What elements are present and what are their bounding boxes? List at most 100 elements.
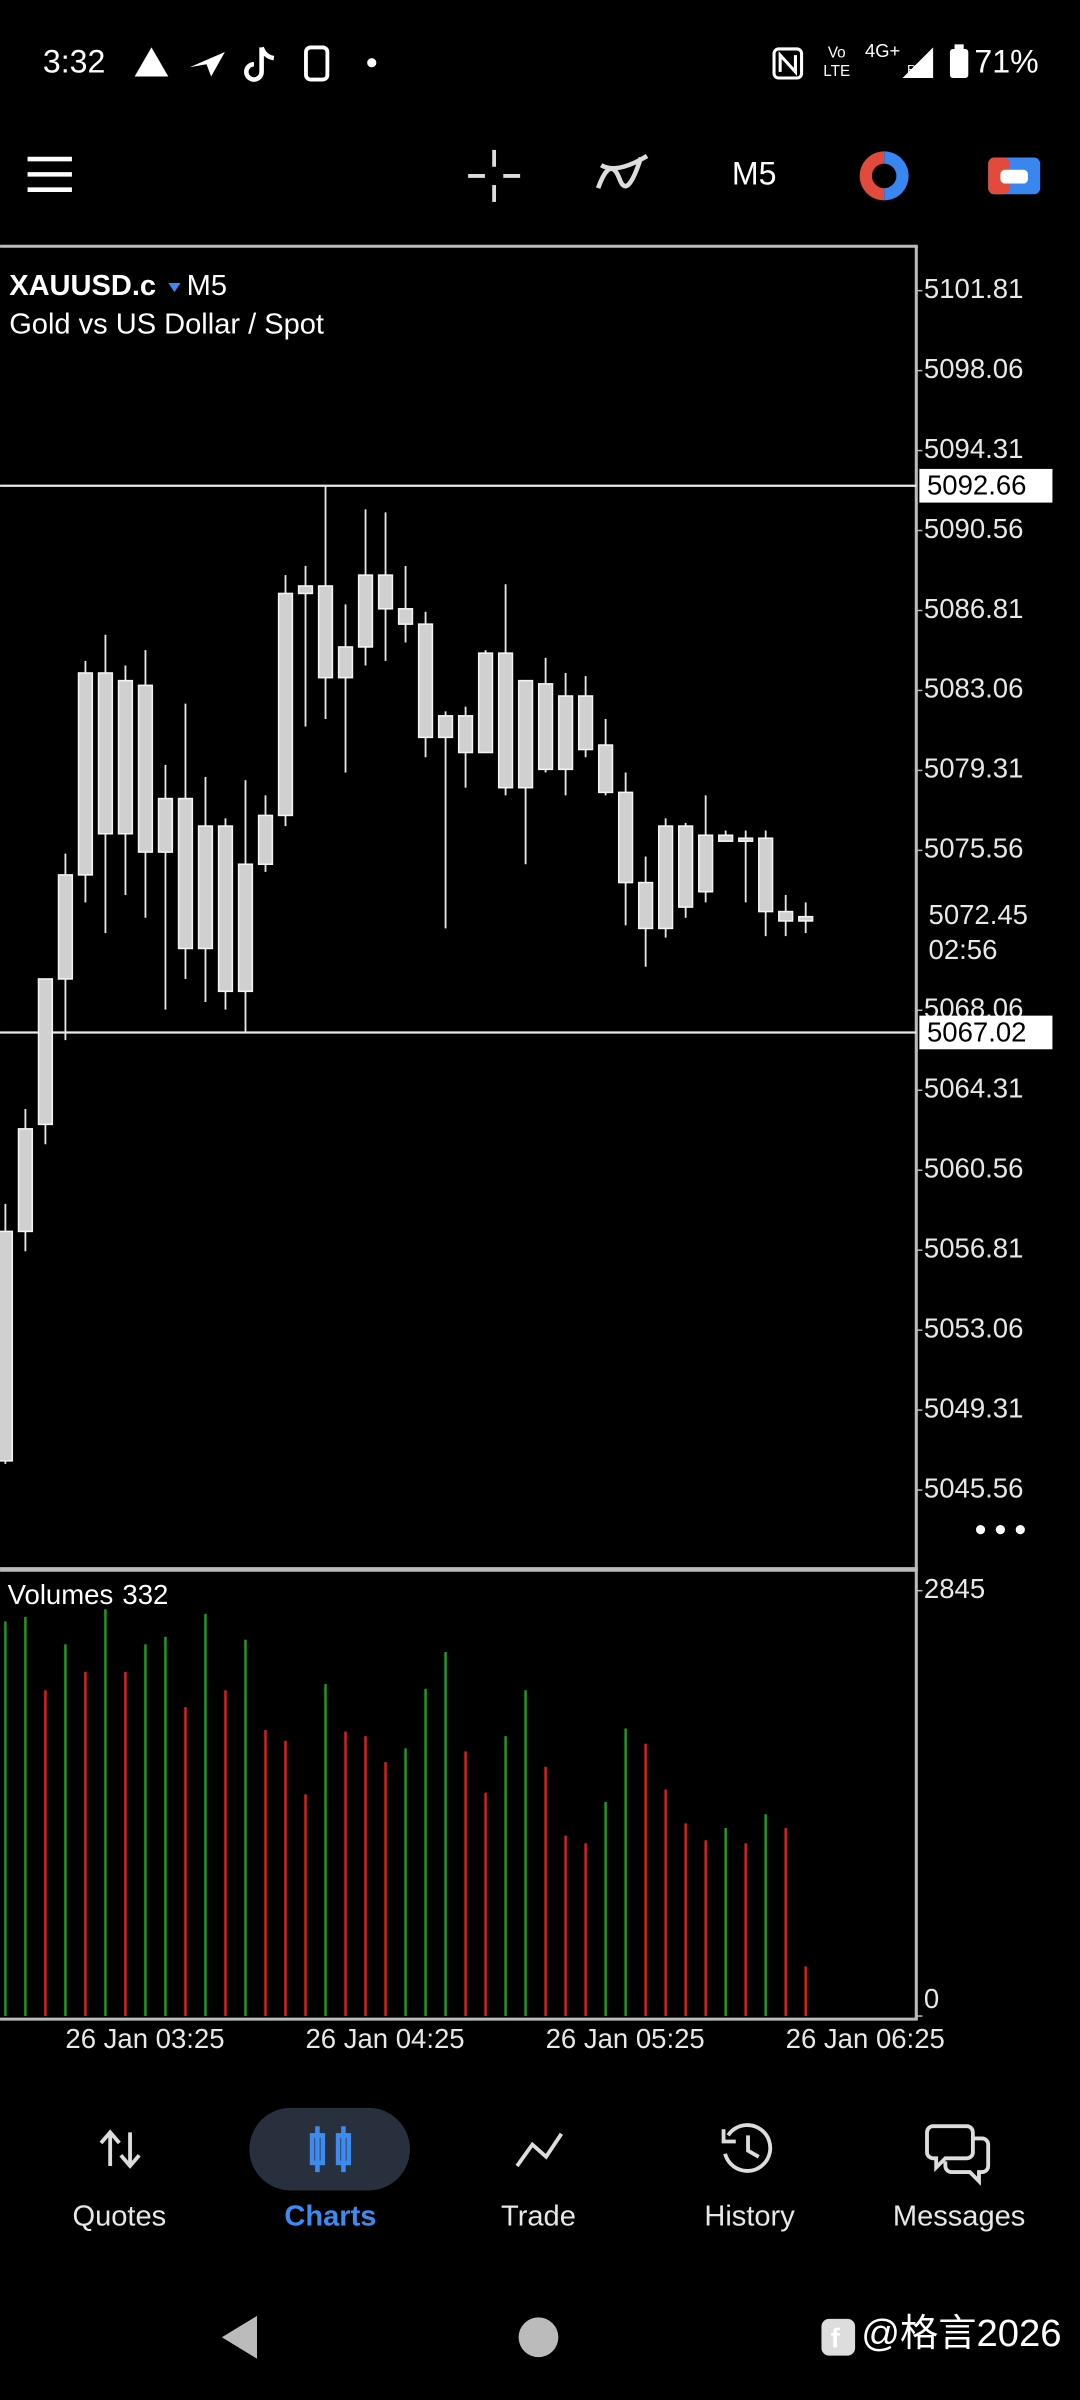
trade-button[interactable] xyxy=(859,151,909,201)
candle-body xyxy=(557,695,574,771)
plot: 5101.81 5098.06 5094.31 5090.56 5086.81 5083.… xyxy=(0,273,1053,2054)
candle-body xyxy=(257,814,274,865)
candle-body xyxy=(157,797,174,853)
candle-body xyxy=(217,825,234,993)
volte-bottom: LTE xyxy=(823,63,850,80)
symbol-description: Gold vs US Dollar / Spot xyxy=(9,308,324,340)
price-label-box xyxy=(919,1015,1053,1050)
candle-body xyxy=(197,825,214,950)
watermark-logo-letter: f xyxy=(831,2323,841,2354)
signal-icon xyxy=(902,47,934,79)
nav-item[interactable]: Messages xyxy=(893,2201,1025,2233)
bottom-nav: Quotes Charts Trade History Messages xyxy=(73,2201,1026,2233)
icon-path xyxy=(99,2129,141,2169)
active-pill xyxy=(249,2107,410,2191)
crosshair-button[interactable] xyxy=(468,149,521,202)
candle-body xyxy=(397,608,414,625)
more-button[interactable] xyxy=(975,1525,1025,1535)
y-tick-label: 5056.81 xyxy=(924,1232,1023,1263)
candle-body xyxy=(477,652,494,754)
candle-body xyxy=(678,825,694,908)
candle-body xyxy=(97,672,114,835)
timeframe-button[interactable]: M5 xyxy=(732,155,777,191)
y-tick-label: 5086.81 xyxy=(924,593,1023,624)
symbol[interactable]: XAUUSD.c xyxy=(9,270,156,302)
price-label: 5092.66 xyxy=(927,470,1026,501)
candle-body xyxy=(357,574,374,648)
tiktok-icon xyxy=(244,46,275,82)
clock: 3:32 xyxy=(43,44,106,80)
candle-body xyxy=(657,825,674,930)
quotes-icon xyxy=(99,2129,141,2169)
candle-body xyxy=(577,695,594,751)
price-label-box xyxy=(919,468,1053,503)
send-icon xyxy=(189,52,225,77)
candle-body xyxy=(37,978,54,1126)
candle-body xyxy=(778,910,794,922)
y-tick-label: 5079.31 xyxy=(924,753,1023,784)
symbol-dropdown[interactable] xyxy=(168,282,181,293)
x-tick-label: 26 Jan 06:25 xyxy=(786,2023,945,2054)
y-tick-label: 5083.06 xyxy=(924,673,1023,704)
candle-body xyxy=(758,837,774,913)
icon-body xyxy=(988,157,1010,195)
candle-body xyxy=(617,791,634,884)
network-type: 4G+ xyxy=(865,40,900,61)
candle-body xyxy=(457,715,474,754)
nav-item[interactable]: Charts xyxy=(284,2201,376,2233)
volte-top: Vo xyxy=(828,45,846,62)
x-tick-label: 26 Jan 03:25 xyxy=(65,2023,224,2054)
candle-body xyxy=(437,715,454,739)
icon-path xyxy=(925,2124,975,2173)
candle-body xyxy=(277,592,294,817)
windows-button[interactable] xyxy=(988,157,1041,195)
watermark: @格言2026 xyxy=(861,2312,1061,2355)
candle-body xyxy=(337,646,354,679)
icon-path xyxy=(721,2123,773,2173)
icon-path xyxy=(315,2126,346,2173)
candle-body xyxy=(177,797,194,950)
nfc-letter xyxy=(778,51,797,76)
y-tick-label: 5045.56 xyxy=(924,1472,1023,1503)
x-tick-label: 26 Jan 04:25 xyxy=(306,2023,465,2054)
icon-center xyxy=(871,163,897,189)
nfc-icon xyxy=(772,47,804,80)
y-tick-label: 5049.31 xyxy=(924,1392,1023,1423)
candle-body xyxy=(17,1128,34,1233)
candle-body xyxy=(417,623,434,739)
candle-body xyxy=(738,837,754,842)
candle-body xyxy=(637,881,654,930)
candle-body xyxy=(497,652,514,789)
menu-button[interactable] xyxy=(27,156,72,192)
nav-item[interactable]: Trade xyxy=(501,2201,576,2233)
dot xyxy=(995,1525,1006,1535)
candle-body xyxy=(137,684,154,853)
symbol-timeframe: M5 xyxy=(187,270,227,302)
candle-body xyxy=(517,679,534,789)
y-tick-label: 2845 xyxy=(924,1573,985,1604)
candle-body xyxy=(537,683,554,771)
nav-item[interactable]: Quotes xyxy=(73,2201,167,2233)
y-tick-label: 5090.56 xyxy=(924,513,1023,544)
home-button[interactable] xyxy=(518,2317,559,2358)
charts-icon xyxy=(309,2126,352,2173)
nav-item[interactable]: History xyxy=(704,2201,795,2233)
dot xyxy=(975,1525,986,1535)
icon-center xyxy=(1000,169,1028,184)
current-price: 5072.45 xyxy=(929,899,1028,930)
back-button[interactable] xyxy=(221,2315,258,2359)
roaming: R xyxy=(907,63,916,77)
watermark-logo xyxy=(821,2318,856,2356)
warning-icon xyxy=(134,47,169,77)
candle-body xyxy=(77,672,94,876)
indicators-button[interactable] xyxy=(595,154,649,189)
y-tick-label: 5094.31 xyxy=(924,433,1023,464)
candle-body xyxy=(718,834,734,842)
candle-body xyxy=(698,834,714,893)
y-tick-label: 5075.56 xyxy=(924,833,1023,864)
candle-body xyxy=(597,744,614,794)
price-label: 5067.02 xyxy=(927,1016,1026,1047)
trade-icon xyxy=(515,2132,564,2168)
